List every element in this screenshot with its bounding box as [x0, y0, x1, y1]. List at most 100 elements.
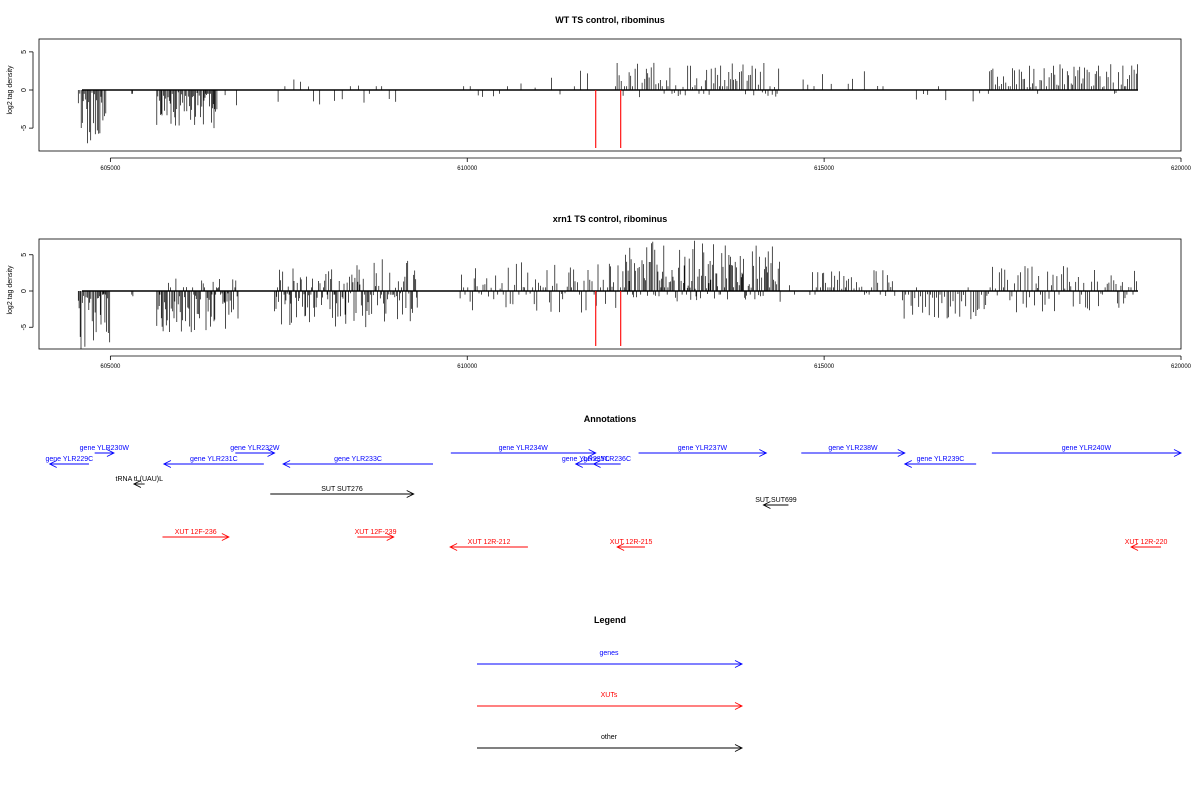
- annotation-arrowhead: [282, 460, 291, 468]
- y-tick-label: 0: [21, 289, 28, 293]
- annotation-feature: gene YLR237W: [638, 445, 768, 457]
- x-tick-label: 610000: [457, 166, 478, 172]
- annotation-feature: gene YLR229C: [45, 456, 93, 468]
- annotation-arrowhead: [616, 543, 625, 551]
- xrn1-track-x-axis: 605000 610000 615000 620000: [100, 355, 1192, 370]
- annotation-feature: gene YLR236C: [583, 456, 631, 468]
- annotation-features: gene YLR230W gene YLR229C gene YLR232W gene…: [45, 445, 1183, 551]
- annotation-feature: XUT 12R-215: [610, 539, 653, 551]
- y-tick-label: 5: [21, 253, 28, 257]
- x-tick-label: 615000: [814, 166, 835, 172]
- legend-label: genes: [599, 650, 619, 657]
- annotation-arrowhead: [903, 460, 912, 468]
- annotation-label: gene YLR237W: [678, 445, 728, 452]
- annotation-label: gene YLR232W: [230, 445, 280, 452]
- xrn1-track-ylabel: log2 tag density: [7, 265, 14, 315]
- annotation-label: gene YLR236C: [583, 456, 631, 463]
- annotation-feature: XUT 12R-212: [449, 539, 528, 551]
- annotation-arrowhead: [132, 480, 142, 488]
- y-tick-label: -5: [21, 324, 28, 330]
- annotation-label: XUT 12R-215: [610, 539, 653, 546]
- annotation-feature: gene YLR235C: [562, 456, 610, 468]
- y-tick-label: 5: [21, 50, 28, 54]
- annotation-arrowhead: [106, 449, 115, 457]
- legend-entry: genes: [477, 650, 744, 668]
- annotation-label: gene YLR229C: [45, 456, 93, 463]
- annotation-label: XUT 12R-212: [468, 539, 511, 546]
- annotation-feature: gene YLR232W: [230, 445, 280, 457]
- annotation-feature: XUT 12F-236: [162, 529, 230, 541]
- annotation-feature: SUT SUT276: [270, 486, 415, 498]
- annotation-label: gene YLR238W: [828, 445, 878, 452]
- annotation-arrowhead: [592, 460, 601, 468]
- x-tick-label: 610000: [457, 364, 478, 370]
- annotation-arrowhead: [48, 460, 57, 468]
- annotation-label: XUT 12R-220: [1125, 539, 1168, 546]
- xrn1-track-frame: [38, 238, 1182, 350]
- legend-label: XUTs: [601, 692, 618, 699]
- annotation-arrowhead: [267, 449, 276, 457]
- legend-title: Legend: [594, 615, 626, 625]
- legend-arrowhead: [734, 744, 744, 752]
- wt-track-title: WT TS control, ribominus: [555, 15, 665, 25]
- annotation-arrowhead: [759, 449, 768, 457]
- wt-track-panel: WT TS control, ribominus log2 tag densit…: [7, 15, 1192, 172]
- xrn1-track-panel: xrn1 TS control, ribominus log2 tag dens…: [7, 214, 1192, 370]
- legend-panel: Legend genes XUTs other: [477, 615, 744, 752]
- legend-entry: XUTs: [477, 692, 744, 710]
- annotation-arrowhead: [449, 543, 458, 551]
- annotation-arrowhead: [162, 460, 172, 468]
- annotation-arrowhead: [588, 449, 597, 457]
- annotation-arrowhead: [1130, 543, 1139, 551]
- wt-track-ylabel: log2 tag density: [7, 65, 14, 115]
- annotation-label: XUT 12F-236: [175, 529, 217, 536]
- annotation-arrowhead: [1173, 449, 1183, 457]
- annotation-feature: gene YLR233C: [282, 456, 433, 468]
- x-tick-label: 605000: [100, 166, 121, 172]
- annotation-label: gene YLR239C: [917, 456, 965, 463]
- wt-track-frame: [38, 38, 1182, 152]
- legend-label: other: [601, 734, 618, 741]
- annotation-arrowhead: [221, 533, 230, 541]
- wt-track-y-axis: -5 0 5: [21, 50, 34, 131]
- annotation-feature: XUT 12R-220: [1125, 539, 1168, 551]
- x-tick-label: 605000: [100, 364, 121, 370]
- annotation-label: gene YLR234W: [499, 445, 549, 452]
- xrn1-track-title: xrn1 TS control, ribominus: [553, 214, 668, 224]
- annotation-label: SUT SUT276: [321, 486, 363, 493]
- y-tick-label: 0: [21, 88, 28, 92]
- annotation-feature: gene YLR234W: [450, 445, 597, 457]
- annotation-arrowhead: [897, 449, 906, 457]
- xrn1-track-density-bars: [77, 240, 1137, 349]
- annotation-label: SUT SUT699: [755, 497, 797, 504]
- annotation-label: gene YLR233C: [334, 456, 382, 463]
- annotation-label: gene YLR240W: [1062, 445, 1112, 452]
- annotation-feature: gene YLR239C: [903, 456, 977, 468]
- annotation-label: gene YLR230W: [80, 445, 130, 452]
- x-tick-label: 620000: [1171, 166, 1192, 172]
- annotation-arrowhead: [406, 490, 415, 498]
- annotation-feature: SUT SUT699: [755, 497, 797, 509]
- legend-arrowhead: [734, 702, 744, 710]
- wt-track-markers: [595, 90, 622, 148]
- annotation-arrowhead: [574, 460, 583, 468]
- annotation-feature: gene YLR230W: [80, 445, 130, 457]
- annotation-arrowhead: [762, 501, 771, 509]
- annotation-feature: gene YLR240W: [991, 445, 1183, 457]
- legend-entry: other: [477, 734, 744, 752]
- annotation-label: XUT 12F-239: [355, 529, 397, 536]
- legend-arrowhead: [734, 660, 744, 668]
- annotation-label: gene YLR231C: [190, 456, 238, 463]
- annotation-arrowhead: [386, 533, 395, 541]
- wt-track-density-bars: [77, 62, 1138, 144]
- wt-track-x-axis: 605000 610000 615000 620000: [100, 157, 1192, 172]
- annotations-title: Annotations: [584, 414, 637, 424]
- annotation-label: gene YLR235C: [562, 456, 610, 463]
- annotation-feature: tRNA tL(UAU)L: [116, 476, 163, 488]
- x-tick-label: 615000: [814, 364, 835, 370]
- annotation-feature: gene YLR238W: [801, 445, 906, 457]
- y-tick-label: -5: [21, 125, 28, 131]
- x-tick-label: 620000: [1171, 364, 1192, 370]
